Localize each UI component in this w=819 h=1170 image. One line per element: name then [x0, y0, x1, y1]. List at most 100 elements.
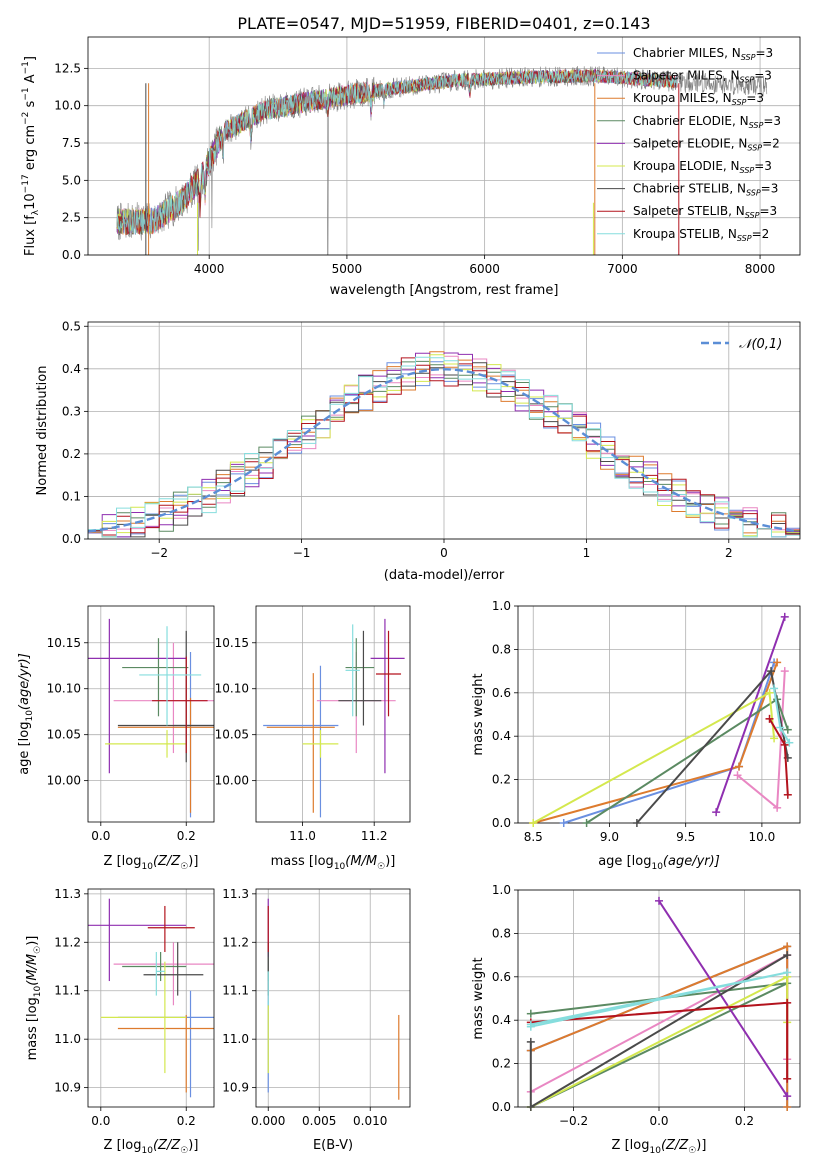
weight-marker: [783, 998, 792, 1007]
x-tick-label: 11.2: [361, 829, 388, 843]
x-axis-label: age [log10(age/yr)]: [598, 854, 720, 872]
y-tick-label: 11.2: [54, 935, 81, 949]
weight-marker: [559, 819, 568, 827]
error-bar-point: [345, 624, 360, 717]
weight-vs-metallicity-panel: −0.2 0.0 0.2 0.0 0.2 0.4 0.6 0.8 1.0 mass weight Z…: [471, 883, 801, 1156]
axes-border: [87, 605, 215, 823]
spectrum-panel: 4000 5000 6000 7000 8000 0.0 2.5 5.0 7.5 10.0 12.5…: [21, 36, 801, 298]
grid: [256, 889, 410, 1107]
weight-line: [563, 662, 776, 824]
x-tick-label: 9.5: [676, 830, 695, 844]
weight-marker: [526, 1009, 535, 1018]
y-tick-label: 10.0: [54, 99, 81, 113]
weight-marker: [526, 1103, 535, 1111]
plot-area: [263, 618, 405, 818]
y-tick-label: 5.0: [62, 173, 81, 187]
x-axis-label: Z [log10(Z/Z☉)]: [612, 1138, 707, 1156]
x-tick-label: 7000: [607, 262, 638, 276]
y-axis-label: mass weight: [471, 673, 486, 755]
y-tick-label: 0.2: [492, 1057, 511, 1071]
weight-vs-age-panel: 8.5 9.0 9.5 10.0 0.0 0.2 0.4 0.6 0.8 1.0 mass weig…: [471, 599, 801, 872]
y-axis-label: mass weight: [471, 957, 486, 1039]
y-tick-label: 0.0: [492, 816, 511, 830]
error-bar-point: [147, 905, 195, 952]
axes-frame: 11.0 11.2 10.00 10.05 10.10 10.15 mass [log10(…: [215, 605, 411, 872]
y-tick-label: 0.0: [492, 1100, 511, 1114]
y-tick-label: 10.10: [215, 682, 249, 696]
x-axis-label: Z [log10(Z/Z☉)]: [104, 854, 199, 872]
figure-title: PLATE=0547, MJD=51959, FIBERID=0401, z=0…: [237, 14, 650, 33]
y-tick-label: 0.8: [492, 926, 511, 940]
axes-border: [255, 888, 411, 1108]
x-tick-label: 2: [725, 546, 733, 560]
y-tick-label: 10.05: [47, 728, 81, 742]
weight-marker: [770, 734, 779, 743]
y-tick-label: 11.3: [222, 887, 249, 901]
plot-area: [88, 898, 214, 1098]
x-tick-label: 10.0: [749, 830, 776, 844]
error-bar-point: [117, 630, 214, 763]
normal-curve: [88, 368, 798, 533]
x-tick-label: 0.000: [251, 1114, 285, 1128]
axes-frame: 4000 5000 6000 7000 8000 0.0 2.5 5.0 7.5 10.0 12.5…: [21, 36, 801, 298]
weight-marker: [783, 725, 792, 734]
weight-line: [736, 671, 786, 810]
weight-marker: [655, 896, 663, 905]
y-tick-label: 7.5: [62, 136, 81, 150]
y-tick-label: 10.00: [215, 774, 249, 788]
y-tick-label: 0.1: [62, 489, 81, 503]
y-tick-label: 12.5: [54, 61, 81, 75]
plot-area: [116, 65, 768, 255]
model-spectrum: [116, 70, 678, 235]
error-bar-point: [375, 630, 402, 717]
y-tick-label: 10.15: [215, 636, 249, 650]
weight-marker: [632, 819, 641, 827]
weight-marker: [735, 762, 744, 771]
x-tick-label: 0.2: [177, 829, 196, 843]
error-bar-point: [345, 638, 375, 717]
legend-entry: 𝒩(0,1): [739, 337, 782, 352]
x-tick-label: 11.0: [289, 829, 316, 843]
axes-border: [255, 605, 411, 823]
y-tick-label: 0.8: [492, 642, 511, 656]
error-bar-point: [113, 642, 214, 754]
x-tick-label: 1: [583, 546, 591, 560]
legend-entry: Chabrier STELIB, NSSP=3: [633, 182, 778, 198]
x-tick-label: −1: [293, 546, 311, 560]
y-tick-label: 0.0: [62, 532, 81, 546]
error-bar-point: [88, 618, 187, 774]
error-bar-point: [117, 990, 214, 1098]
weight-marker: [783, 1103, 792, 1111]
axes-frame: −0.2 0.0 0.2 0.0 0.2 0.4 0.6 0.8 1.0 mass weight Z…: [471, 883, 801, 1156]
error-bar-point: [122, 951, 187, 982]
error-bar-point: [88, 898, 187, 982]
weight-marker: [765, 714, 774, 723]
weight-marker: [783, 1074, 792, 1083]
x-axis-label: wavelength [Angstrom, rest frame]: [330, 283, 559, 298]
error-bar-point: [117, 1014, 214, 1093]
y-tick-label: 0.4: [492, 729, 511, 743]
mass-vs-ebv-panel: 0.000 0.005 0.010 10.9 11.0 11.1 11.2 11.3 E(B-V…: [222, 887, 411, 1153]
x-tick-label: 9.0: [600, 830, 619, 844]
axes-frame: 0.0 0.2 10.00 10.05 10.10 10.15 Z [log10(Z/Z☉)…: [17, 605, 215, 872]
error-bar-point: [302, 730, 339, 758]
y-tick-label: 0.4: [492, 1013, 511, 1027]
legend-entry: Kroupa STELIB, NSSP=2: [633, 227, 769, 243]
weight-marker: [773, 803, 782, 812]
legend-entry: Kroupa ELODIE, NSSP=3: [633, 159, 772, 175]
y-tick-label: 10.15: [47, 636, 81, 650]
y-tick-label: 11.3: [54, 887, 81, 901]
x-tick-label: 6000: [469, 262, 500, 276]
series-layer: [529, 612, 794, 827]
y-tick-label: 0.3: [62, 404, 81, 418]
weight-marker: [526, 1037, 535, 1046]
y-tick-label: 10.9: [222, 1081, 249, 1095]
plot-area: [88, 618, 214, 818]
weight-marker: [780, 667, 789, 676]
weight-marker: [582, 819, 591, 827]
axes-frame: 8.5 9.0 9.5 10.0 0.0 0.2 0.4 0.6 0.8 1.0 mass weig…: [471, 599, 801, 872]
x-tick-label: −0.2: [559, 1114, 588, 1128]
y-tick-label: 11.0: [54, 1032, 81, 1046]
error-bar-point: [266, 673, 335, 813]
weight-marker: [773, 658, 782, 667]
